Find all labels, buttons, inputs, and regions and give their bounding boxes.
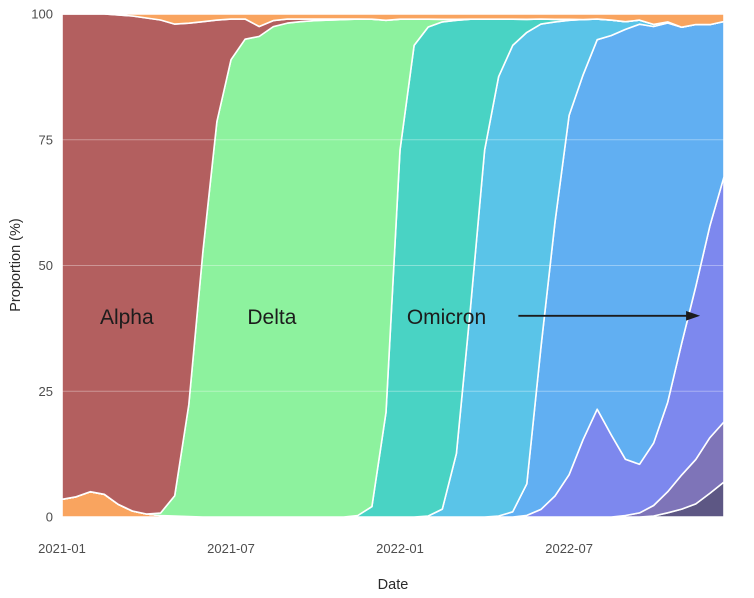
y-tick-label: 50 (39, 258, 53, 273)
x-axis-title: Date (377, 577, 409, 593)
omicron-label: Omicron (407, 306, 486, 329)
area-other_top_orange (61, 13, 725, 28)
y-tick-label: 25 (39, 384, 53, 399)
y-tick-label: 0 (46, 510, 53, 525)
trend-arrow-head (686, 311, 701, 321)
x-tick-label: 2022-01 (376, 541, 424, 556)
x-tick-label: 2021-01 (38, 541, 86, 556)
y-tick-label: 100 (31, 7, 53, 22)
y-tick-label: 75 (39, 132, 53, 147)
y-axis-title: Proportion (%) (8, 218, 24, 312)
alpha-label: Alpha (100, 306, 154, 329)
x-tick-label: 2022-07 (545, 541, 593, 556)
x-tick-label: 2021-07 (207, 541, 255, 556)
delta-label: Delta (247, 306, 296, 329)
